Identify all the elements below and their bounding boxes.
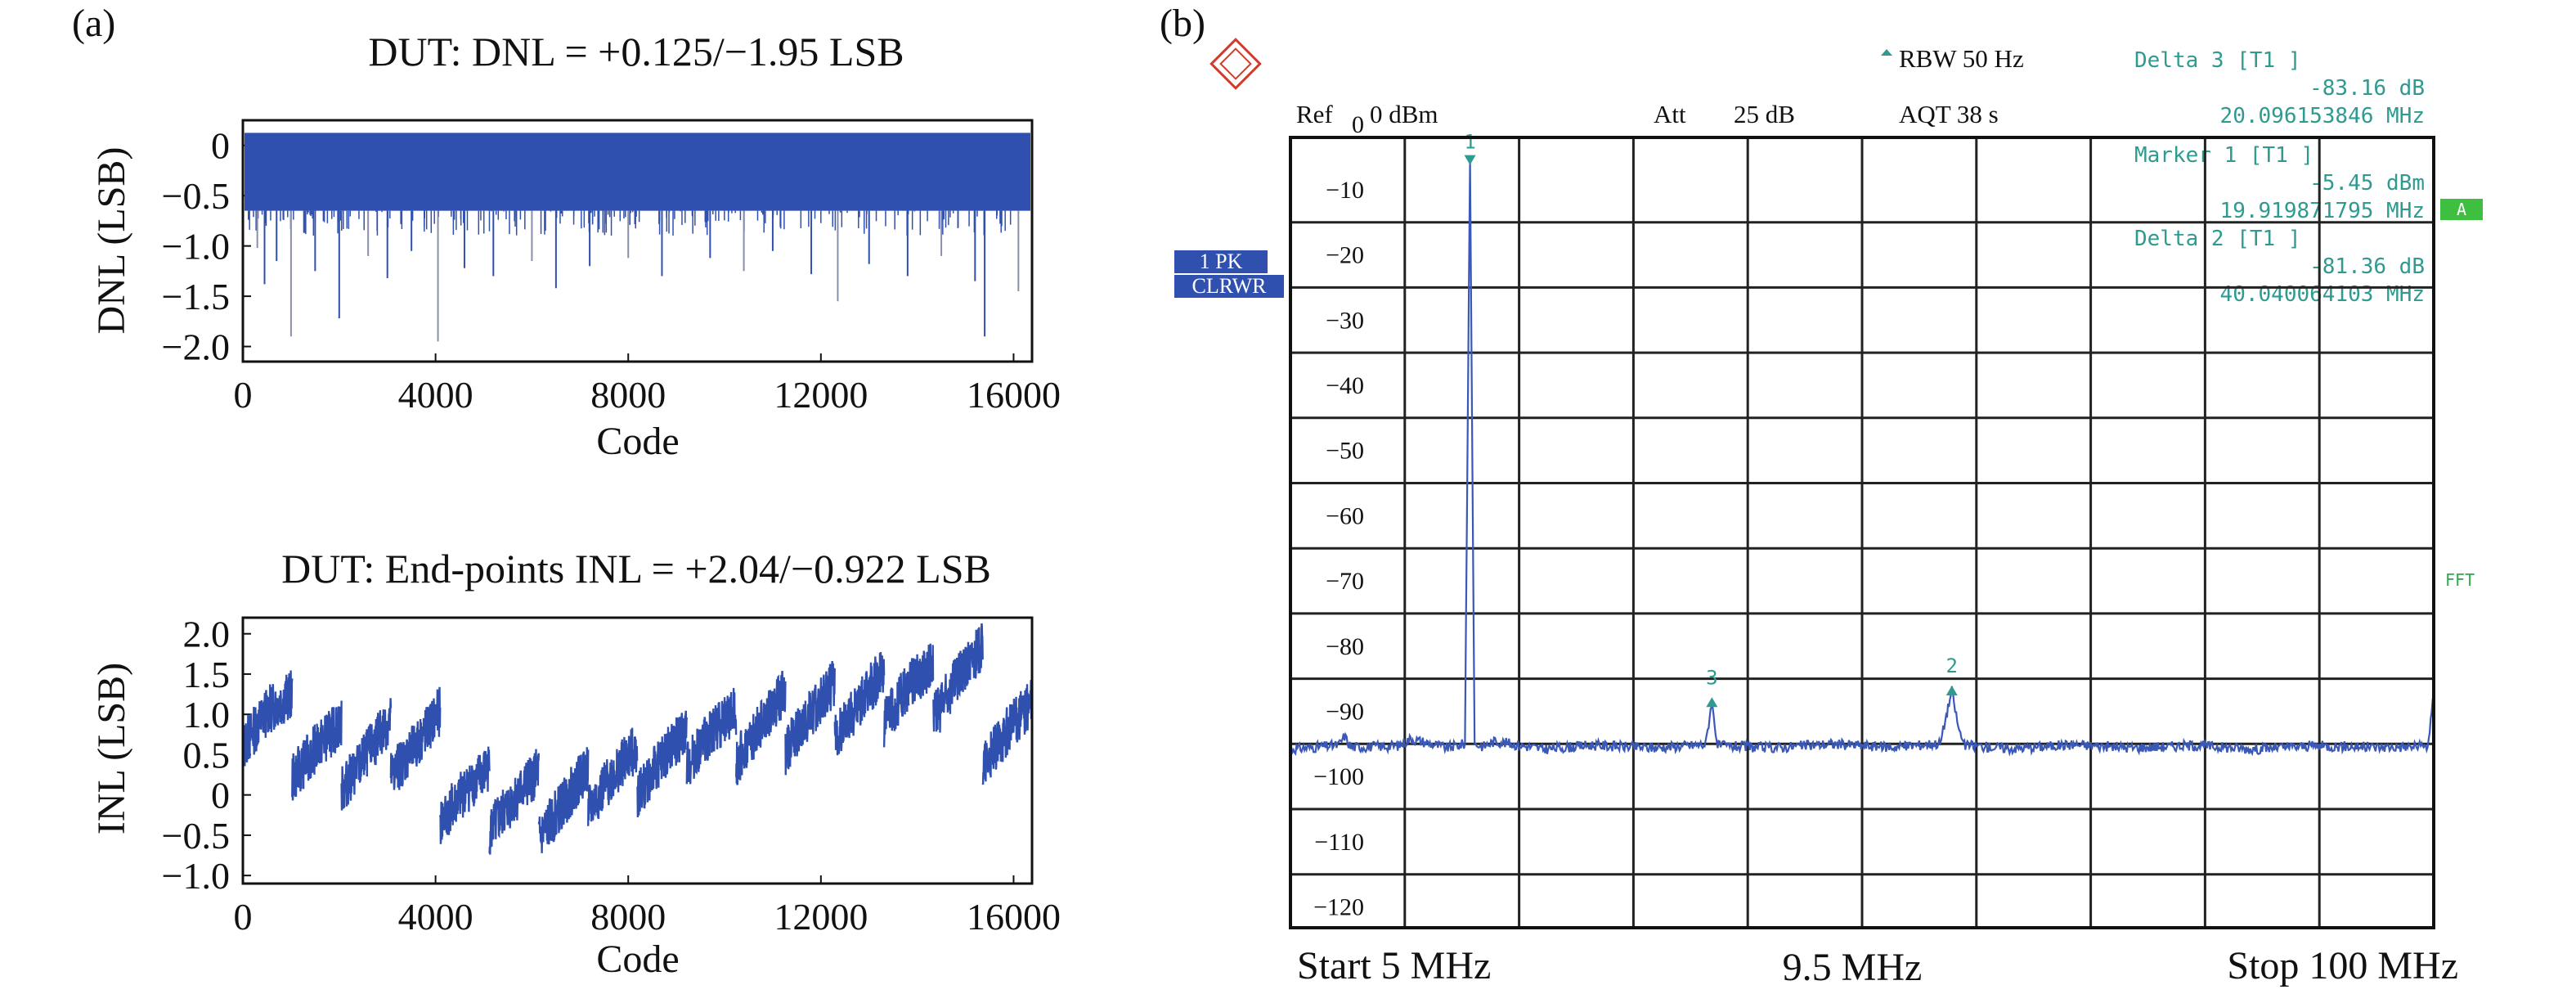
marker-point-label-2: 2 — [1946, 654, 1958, 677]
inl-ytick-label-4: 0 — [211, 775, 230, 816]
marker-point-label-3: 3 — [1706, 666, 1717, 689]
spectrum-ytick-label-11: −110 — [1314, 829, 1364, 856]
marker-readouts: Delta 3 [T1 ] -83.16 dB 20.096153846 MHz… — [2134, 48, 2425, 307]
panel-label-a: (a) — [72, 2, 115, 45]
side-label-fft: FFT — [2445, 570, 2475, 590]
inl-series-line — [241, 623, 1034, 855]
inl-series — [241, 623, 1034, 855]
dnl-axis-ticks: 0 4000 8000 12000 16000 0 −0.5 −1.0 −1.5 −2.0 — [162, 125, 1061, 416]
marker1-value: -5.45 dBm — [2309, 171, 2425, 196]
dnl-ytick-label-2: −1.0 — [162, 226, 230, 268]
inl-plot-frame — [241, 616, 1034, 885]
trace-badge-pk-text: 1 PK — [1200, 250, 1243, 273]
spectrum-ytick-label-4: −40 — [1326, 372, 1364, 399]
inl-ytick-label-6: −1.0 — [162, 855, 230, 897]
spectrum-ytick-label-3: −30 — [1326, 307, 1364, 334]
inl-xtick-label-2: 8000 — [590, 896, 666, 938]
marker-point-1-icon — [1464, 155, 1476, 165]
x-div-label: 9.5 MHz — [1783, 946, 1923, 989]
spectrum-ytick-label-0: 0 — [1352, 111, 1364, 138]
spectrum-chart: (b) RBW 50 Hz Ref 0 dBm Att 25 dB AQT 38… — [1160, 2, 2483, 989]
delta2-freq: 40.040064103 MHz — [2220, 282, 2425, 307]
spectrum-plot-frame — [1289, 136, 2435, 929]
inl-chart: DUT: End-points INL = +2.04/−0.922 LSB 0… — [90, 546, 1061, 981]
delta3-value: -83.16 dB — [2309, 76, 2425, 101]
att-value: 25 dB — [1734, 100, 1795, 128]
dnl-xtick-label-0: 0 — [234, 374, 253, 416]
trace-badge-clrwr-text: CLRWR — [1192, 274, 1267, 298]
dnl-plot-frame — [241, 119, 1034, 363]
dnl-xtick-label-4: 16000 — [967, 374, 1061, 416]
inl-ytick-label-0: 2.0 — [183, 614, 231, 655]
spectrum-ytick-label-8: −80 — [1326, 633, 1364, 660]
spectrum-ytick-label-5: −50 — [1326, 438, 1364, 465]
dnl-xtick-label-2: 8000 — [590, 374, 666, 416]
spectrum-grid — [1290, 137, 2434, 928]
marker-point-3-icon — [1706, 697, 1718, 708]
trace-badge-pk — [1174, 250, 1268, 273]
side-badge-a — [2440, 199, 2483, 220]
trace-badge-clrwr — [1174, 275, 1284, 298]
marker-point-2-icon — [1945, 685, 1958, 695]
x-stop-label: Stop 100 MHz — [2227, 944, 2458, 987]
dnl-ytick-label-0: 0 — [211, 125, 230, 167]
dnl-dense-band — [245, 133, 1030, 211]
delta3-label: Delta 3 [T1 ] — [2134, 48, 2301, 73]
dnl-chart: (a) DUT: DNL = +0.125/−1.95 LSB 0 4000 800… — [72, 2, 1061, 463]
ref-label: Ref — [1296, 100, 1333, 128]
marker1-freq: 19.919871795 MHz — [2220, 199, 2425, 223]
marker-point-label-1: 1 — [1464, 131, 1475, 154]
spectrum-axis-ticks: 0 −10 −20 −30 −40 −50 −60 −70 −80 −90 −100 −110 −120 — [1313, 111, 1364, 920]
spectrum-ytick-label-7: −70 — [1326, 568, 1364, 595]
dnl-ylabel: DNL (LSB) — [90, 147, 133, 335]
att-label: Att — [1654, 100, 1686, 128]
inl-xtick-label-1: 4000 — [398, 896, 473, 938]
inl-xlabel: Code — [596, 938, 679, 981]
spectrum-trace — [1290, 160, 2435, 757]
dnl-xtick-label-1: 4000 — [398, 374, 473, 416]
spectrum-ytick-label-6: −60 — [1326, 502, 1364, 529]
delta2-value: -81.36 dB — [2309, 254, 2425, 279]
rbw-marker-icon — [1881, 49, 1892, 56]
spectrum-ytick-label-10: −100 — [1313, 763, 1364, 790]
spectrum-ytick-label-2: −20 — [1326, 242, 1364, 269]
inl-xtick-label-3: 12000 — [774, 896, 868, 938]
dnl-ytick-label-3: −1.5 — [162, 276, 230, 317]
delta3-freq: 20.096153846 MHz — [2220, 104, 2425, 128]
inl-ytick-label-3: 0.5 — [183, 734, 231, 776]
aqt-label: AQT 38 s — [1899, 100, 1999, 128]
inl-title: DUT: End-points INL = +2.04/−0.922 LSB — [281, 546, 991, 591]
inl-xtick-label-4: 16000 — [967, 896, 1061, 938]
inl-ytick-label-5: −0.5 — [162, 815, 230, 857]
inl-ytick-label-2: 1.0 — [183, 694, 231, 735]
spectrum-ytick-label-12: −120 — [1313, 894, 1364, 921]
delta2-label: Delta 2 [T1 ] — [2134, 227, 2301, 251]
instrument-logo-icon — [1209, 38, 1262, 90]
rbw-label: RBW 50 Hz — [1899, 44, 2024, 73]
marker1-label: Marker 1 [T1 ] — [2134, 143, 2313, 168]
inl-ytick-label-1: 1.5 — [183, 654, 231, 695]
side-badge-a-text: A — [2457, 200, 2466, 219]
panel-label-b: (b) — [1160, 2, 1205, 45]
spectrum-ytick-label-9: −90 — [1326, 698, 1364, 725]
dnl-ytick-label-4: −2.0 — [162, 326, 230, 368]
dnl-xtick-label-3: 12000 — [774, 374, 868, 416]
dnl-title: DUT: DNL = +0.125/−1.95 LSB — [368, 29, 904, 74]
dnl-xlabel: Code — [596, 420, 679, 463]
ref-value: 0 dBm — [1370, 100, 1438, 128]
dnl-series — [242, 133, 1030, 342]
dnl-ytick-label-1: −0.5 — [162, 175, 230, 217]
inl-ylabel: INL (LSB) — [90, 663, 133, 834]
spectrum-ytick-label-1: −10 — [1326, 177, 1364, 204]
x-start-label: Start 5 MHz — [1297, 944, 1491, 987]
inl-xtick-label-0: 0 — [234, 896, 253, 938]
